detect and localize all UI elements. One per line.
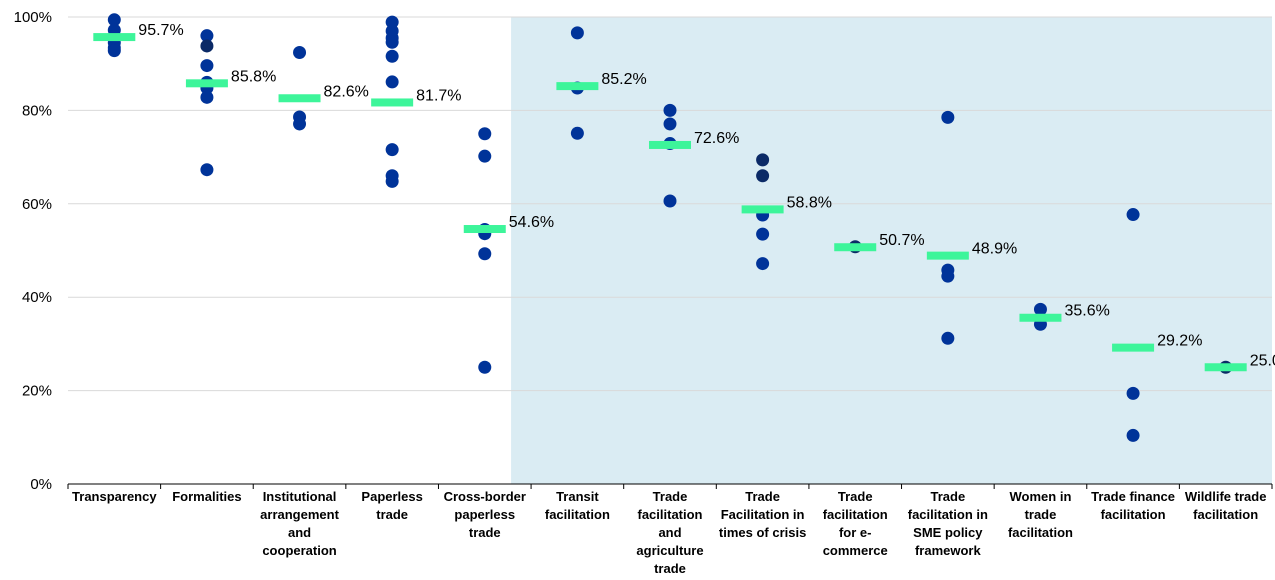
data-point: [1126, 208, 1140, 222]
average-marker: [741, 205, 784, 214]
data-point: [756, 227, 770, 241]
average-marker: [1112, 343, 1155, 352]
x-category-label: Trade facilitation for e-commerce: [823, 489, 888, 558]
data-point: [385, 49, 399, 63]
average-label: 58.8%: [787, 194, 832, 211]
average-label: 54.6%: [509, 214, 554, 231]
data-point: [107, 13, 121, 27]
x-category-label: Transit facilitation: [545, 489, 610, 522]
average-marker: [556, 82, 599, 91]
data-point: [478, 360, 492, 374]
data-point: [200, 90, 214, 104]
x-category-label: Paperless trade: [361, 489, 422, 522]
x-axis: Transparency Formalities Institutional arra…: [67, 483, 1273, 576]
data-point: [385, 143, 399, 157]
data-point: [663, 194, 677, 208]
average-marker: [649, 140, 691, 149]
x-category-label: Formalities: [172, 489, 241, 504]
data-point: [107, 44, 121, 58]
data-point: [200, 59, 214, 73]
data-point: [756, 153, 770, 167]
data-point: [478, 149, 492, 163]
data-point: [478, 247, 492, 261]
data-point: [200, 163, 214, 177]
highlight-shading: [511, 17, 1273, 484]
data-point: [385, 75, 399, 89]
data-point: [941, 331, 955, 345]
x-category-label: Trade finance facilitation: [1091, 489, 1175, 522]
data-point: [200, 39, 214, 53]
data-point: [293, 45, 307, 59]
data-point: [385, 35, 399, 49]
data-point: [756, 257, 770, 271]
x-category-label: Cross-border paperless trade: [444, 489, 526, 540]
average-label: 81.7%: [416, 87, 461, 104]
y-tick-label: 20%: [22, 383, 52, 400]
y-tick-label: 0%: [30, 476, 52, 493]
data-point: [756, 169, 770, 183]
average-markers: [93, 33, 1247, 372]
average-label: 82.6%: [324, 83, 369, 100]
data-point: [941, 269, 955, 283]
average-label: 85.8%: [231, 68, 276, 85]
average-label: 29.2%: [1157, 333, 1202, 350]
data-point: [570, 26, 584, 40]
average-labels: 95.7% 85.8% 82.6% 81.7% 54.6% 85.2% 72.6% 58.8%…: [138, 22, 1275, 369]
x-category-label: Transparency: [72, 489, 157, 504]
x-category-label: Trade Facilitation in times of crisis: [719, 489, 806, 540]
average-marker: [1204, 363, 1247, 372]
average-label: 85.2%: [601, 71, 646, 88]
y-tick-label: 60%: [22, 196, 52, 213]
x-category-label: Trade facilitation in SME policy framework: [908, 489, 988, 558]
average-label: 95.7%: [138, 22, 183, 39]
data-point: [293, 117, 307, 131]
average-label: 25.0%: [1250, 352, 1275, 369]
average-marker: [185, 79, 228, 88]
x-category-label: Trade facilitation and agriculture trade: [636, 489, 703, 576]
data-point: [941, 110, 955, 124]
average-marker: [926, 251, 969, 260]
average-label: 72.6%: [694, 130, 739, 147]
data-point: [385, 174, 399, 188]
data-point: [1126, 386, 1140, 400]
average-marker: [278, 94, 321, 103]
y-tick-label: 80%: [22, 102, 52, 119]
data-point: [570, 126, 584, 140]
data-point: [663, 103, 677, 117]
data-point: [478, 127, 492, 141]
average-marker: [371, 98, 414, 107]
data-point: [1033, 302, 1047, 316]
average-label: 50.7%: [879, 232, 924, 249]
average-label: 48.9%: [972, 241, 1017, 258]
data-point: [1126, 428, 1140, 442]
average-label: 35.6%: [1064, 303, 1109, 320]
x-category-label: Wildlife trade facilitation: [1185, 489, 1267, 522]
data-point: [200, 29, 214, 43]
average-marker: [93, 33, 136, 42]
x-category-label: Institutional arrangement and cooperation: [260, 489, 339, 558]
average-marker: [1019, 313, 1062, 322]
average-marker: [834, 243, 877, 252]
data-point: [663, 117, 677, 131]
y-tick-label: 100%: [14, 9, 52, 26]
y-tick-label: 40%: [22, 289, 52, 306]
x-category-label: Women in trade facilitation: [1008, 489, 1073, 540]
average-marker: [463, 225, 506, 234]
y-axis: 0% 20% 40% 60% 80% 100%: [14, 9, 52, 493]
